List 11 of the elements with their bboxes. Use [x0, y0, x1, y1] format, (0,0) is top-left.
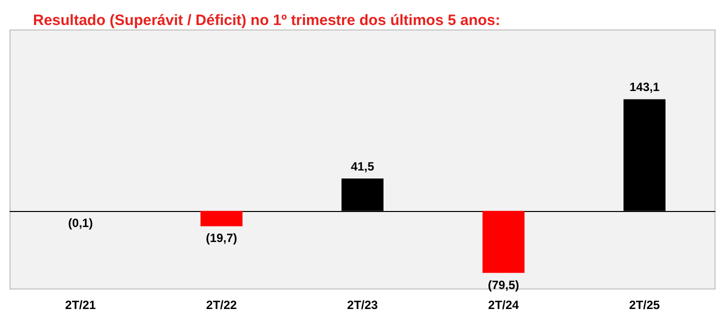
data-label: (0,1): [68, 216, 93, 230]
data-label: 143,1: [629, 80, 660, 94]
x-tick-label: 2T/23: [347, 298, 378, 312]
x-tick-label: 2T/22: [206, 298, 238, 312]
x-tick-label: 2T/25: [629, 298, 660, 312]
data-label: (19,7): [206, 231, 238, 246]
chart-title: Resultado (Superávit / Déficit) no 1º trimestre dos últimos 5 anos:: [33, 12, 500, 29]
data-label: (79,5): [488, 278, 520, 292]
data-label: 41,5: [350, 159, 374, 174]
x-tick-label: 2T/21: [65, 298, 96, 312]
x-tick-label: 2T/24: [488, 298, 520, 312]
